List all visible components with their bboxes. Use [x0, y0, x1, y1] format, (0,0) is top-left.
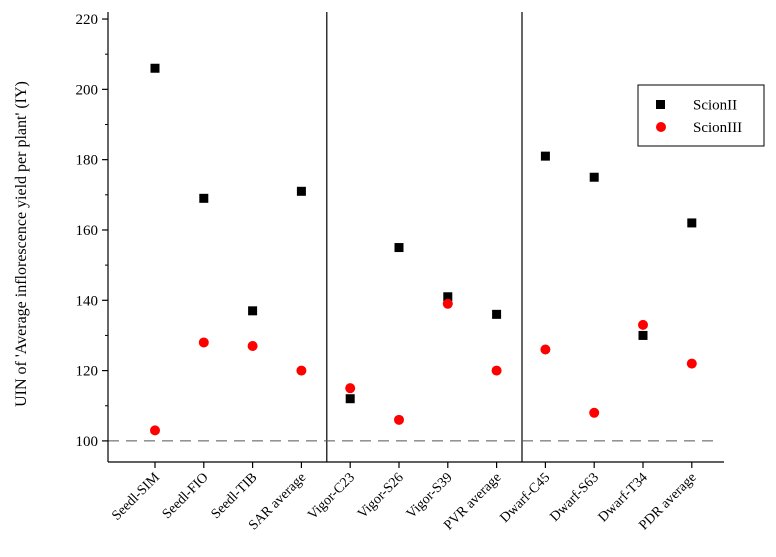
data-marks — [150, 63, 697, 436]
x-tick-label-2: Seedl-TIB — [209, 470, 261, 522]
y-tick-label-180: 180 — [76, 153, 99, 169]
point-scioniii-4 — [345, 383, 356, 394]
x-tick-label-5: Vigor-S26 — [355, 470, 407, 522]
legend-label-scionii: ScionII — [693, 98, 737, 114]
legend-label-scioniii: ScionIII — [693, 120, 742, 136]
point-scioniii-8 — [540, 344, 551, 355]
point-scioniii-1 — [198, 337, 209, 348]
point-scioniii-2 — [247, 340, 258, 351]
point-scionii-7 — [492, 309, 502, 319]
y-tick-label-160: 160 — [76, 223, 99, 239]
x-tick-label-1: Seedl-FIO — [160, 470, 212, 522]
y-tick-label-220: 220 — [76, 12, 99, 28]
point-scioniii-6 — [442, 298, 453, 309]
y-tick-label-200: 200 — [76, 82, 99, 98]
point-scionii-9 — [589, 172, 599, 182]
y-tick-label-140: 140 — [76, 293, 99, 309]
point-scionii-11 — [687, 218, 697, 228]
y-tick-label-120: 120 — [76, 364, 99, 380]
legend-box — [637, 84, 765, 147]
y-tick-label-100: 100 — [76, 434, 99, 450]
point-scionii-8 — [540, 151, 550, 161]
point-scioniii-3 — [296, 365, 307, 376]
legend: ScionII ScionIII — [637, 84, 765, 147]
point-scionii-4 — [345, 394, 355, 404]
x-tick-label-9: Dwarf-S63 — [547, 470, 602, 525]
point-scionii-5 — [394, 243, 404, 253]
point-scioniii-5 — [394, 414, 404, 425]
point-scioniii-10 — [638, 319, 648, 330]
point-scionii-10 — [638, 330, 648, 340]
y-axis: 100 120 140 160 180 200 220 — [76, 12, 109, 462]
x-tick-label-8: Dwarf-C45 — [498, 470, 554, 526]
point-scioniii-7 — [491, 365, 502, 376]
point-scionii-6 — [443, 292, 453, 302]
point-scionii-3 — [296, 186, 306, 196]
group-separators — [326, 12, 523, 462]
legend-marker-scionii — [656, 100, 665, 109]
point-scionii-2 — [248, 306, 258, 316]
y-axis-title: UIN of 'Average inflorescence yield per … — [13, 81, 30, 407]
point-scionii-1 — [199, 193, 209, 203]
legend-marker-scioniii — [656, 122, 666, 132]
point-scionii-0 — [150, 63, 160, 73]
x-tick-label-4: Vigor-C23 — [305, 470, 358, 523]
x-tick-label-6: Vigor-S39 — [404, 470, 456, 522]
x-tick-label-0: Seedl-SIM — [109, 470, 163, 524]
point-scioniii-9 — [589, 407, 600, 418]
point-scioniii-11 — [686, 358, 697, 369]
point-scioniii-0 — [150, 425, 160, 436]
